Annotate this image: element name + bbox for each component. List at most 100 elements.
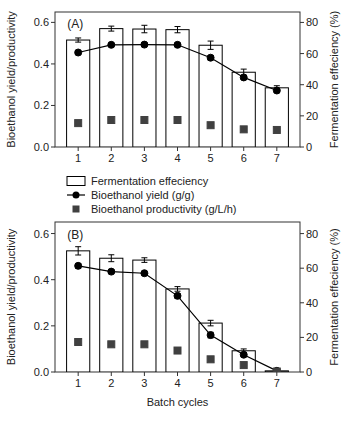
marker bbox=[273, 126, 280, 133]
marker bbox=[273, 367, 280, 372]
bar bbox=[166, 289, 189, 372]
y2-tick-label: 0 bbox=[306, 141, 312, 153]
x-tick-label: 5 bbox=[208, 152, 214, 164]
x-tick-label: 6 bbox=[241, 377, 247, 389]
bar bbox=[67, 40, 90, 147]
y-tick bbox=[51, 233, 55, 234]
panel-label: (A) bbox=[67, 17, 83, 31]
y2-tick-label: 60 bbox=[306, 48, 318, 60]
legend-label: Bioethanol productivity (g/L/h) bbox=[91, 203, 237, 215]
x-tick bbox=[144, 147, 145, 151]
error-bar bbox=[75, 247, 81, 255]
x-tick bbox=[177, 147, 178, 151]
x-tick-label: 4 bbox=[174, 152, 180, 164]
marker bbox=[240, 351, 247, 358]
bar bbox=[67, 251, 90, 372]
y-axis-label: Bioethanol yield/productivity bbox=[5, 228, 17, 365]
y-tick-label: 0.4 bbox=[34, 58, 49, 70]
bar bbox=[199, 45, 222, 147]
y2-axis-label: Fermentation effeciency (%) bbox=[328, 11, 340, 148]
marker bbox=[75, 339, 82, 346]
x-tick bbox=[276, 147, 277, 151]
marker bbox=[240, 362, 247, 369]
bar bbox=[232, 351, 255, 372]
marker bbox=[108, 341, 115, 348]
x-tick bbox=[276, 372, 277, 376]
x-tick bbox=[210, 147, 211, 151]
x-tick-label: 7 bbox=[274, 377, 280, 389]
error-bar bbox=[208, 320, 214, 326]
marker bbox=[75, 120, 82, 127]
line bbox=[78, 45, 277, 91]
marker bbox=[174, 41, 181, 48]
bar bbox=[133, 29, 156, 147]
x-tick-label: 6 bbox=[241, 152, 247, 164]
x-axis-label: Batch cycles bbox=[147, 396, 209, 408]
marker bbox=[207, 122, 214, 129]
y2-tick bbox=[300, 22, 304, 23]
y2-tick-label: 40 bbox=[306, 79, 318, 91]
marker bbox=[141, 270, 148, 277]
x-tick bbox=[243, 147, 244, 151]
x-tick-label: 1 bbox=[75, 377, 81, 389]
marker bbox=[207, 356, 214, 363]
marker bbox=[240, 74, 247, 81]
y-tick-label: 0.4 bbox=[34, 274, 49, 286]
marker bbox=[273, 87, 280, 94]
legend-key bbox=[73, 206, 80, 213]
x-tick-label: 3 bbox=[141, 377, 147, 389]
error-bar bbox=[208, 41, 214, 49]
bar bbox=[133, 260, 156, 372]
marker bbox=[141, 341, 148, 348]
y-axis-label: Bioethanol yield/productivity bbox=[5, 11, 17, 148]
y-tick bbox=[51, 325, 55, 326]
y-tick bbox=[51, 22, 55, 23]
marker bbox=[75, 262, 82, 269]
y2-tick-label: 0 bbox=[306, 366, 312, 378]
panel: 12345670.00.20.40.6020406080Bioethanol y… bbox=[5, 11, 340, 164]
y2-tick-label: 40 bbox=[306, 297, 318, 309]
marker bbox=[207, 332, 214, 339]
y2-tick-label: 80 bbox=[306, 16, 318, 28]
marker bbox=[108, 41, 115, 48]
marker bbox=[273, 368, 280, 372]
marker bbox=[174, 117, 181, 124]
y-tick bbox=[51, 63, 55, 64]
marker bbox=[240, 126, 247, 133]
y-tick bbox=[51, 105, 55, 106]
y-tick-label: 0.2 bbox=[34, 99, 49, 111]
y2-tick bbox=[300, 268, 304, 269]
error-bar bbox=[208, 332, 214, 338]
marker bbox=[141, 117, 148, 124]
panel: 12345670.00.20.40.6020406080Bioethanol y… bbox=[5, 175, 340, 408]
x-tick-label: 3 bbox=[141, 152, 147, 164]
x-tick bbox=[78, 372, 79, 376]
y-tick bbox=[51, 279, 55, 280]
y2-tick bbox=[300, 302, 304, 303]
panel-label: (B) bbox=[67, 228, 83, 242]
y2-tick-label: 60 bbox=[306, 262, 318, 274]
y-tick-label: 0.0 bbox=[34, 366, 49, 378]
y-tick bbox=[51, 147, 55, 148]
legend-key bbox=[67, 177, 85, 186]
y2-tick bbox=[300, 53, 304, 54]
error-bar bbox=[141, 25, 147, 32]
bar bbox=[265, 88, 288, 147]
plot-frame bbox=[55, 222, 300, 372]
y2-tick-label: 20 bbox=[306, 110, 318, 122]
x-tick-label: 1 bbox=[75, 152, 81, 164]
marker bbox=[174, 292, 181, 299]
error-bar bbox=[141, 258, 147, 263]
marker bbox=[207, 54, 214, 61]
bar bbox=[166, 30, 189, 147]
x-tick-label: 2 bbox=[108, 152, 114, 164]
y2-tick bbox=[300, 115, 304, 116]
plot-frame bbox=[55, 12, 300, 147]
bar bbox=[199, 323, 222, 372]
marker bbox=[174, 347, 181, 354]
marker bbox=[108, 268, 115, 275]
y2-axis-label: Fermentation effeciency (%) bbox=[328, 228, 340, 365]
marker bbox=[75, 49, 82, 56]
y2-tick bbox=[300, 233, 304, 234]
y2-tick-label: 20 bbox=[306, 331, 318, 343]
